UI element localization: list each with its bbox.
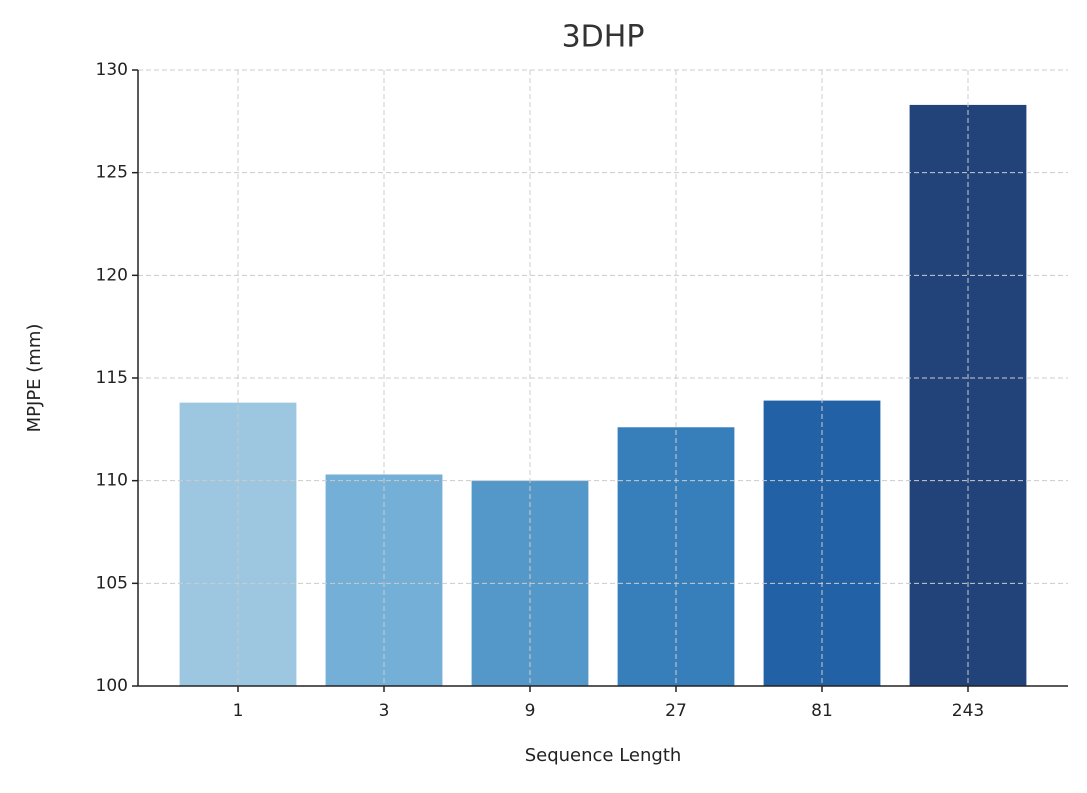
chart-title: 3DHP — [562, 20, 645, 55]
x-tick-label: 3 — [379, 701, 390, 721]
y-tick-label: 115 — [96, 368, 128, 388]
x-axis-label: Sequence Length — [525, 745, 682, 766]
x-tick-label: 81 — [811, 701, 833, 721]
y-tick-label: 125 — [96, 163, 128, 183]
x-tick-label: 27 — [665, 701, 687, 721]
y-tick-label: 105 — [96, 573, 128, 593]
x-tick-label: 1 — [233, 701, 244, 721]
y-axis-label: MPJPE (mm) — [24, 324, 45, 433]
y-tick-label: 120 — [96, 265, 128, 285]
y-tick-label: 130 — [96, 60, 128, 80]
y-tick-label: 100 — [96, 676, 128, 696]
x-tick-label: 243 — [952, 701, 984, 721]
y-tick-label: 110 — [96, 471, 128, 491]
x-tick-label: 9 — [525, 701, 536, 721]
